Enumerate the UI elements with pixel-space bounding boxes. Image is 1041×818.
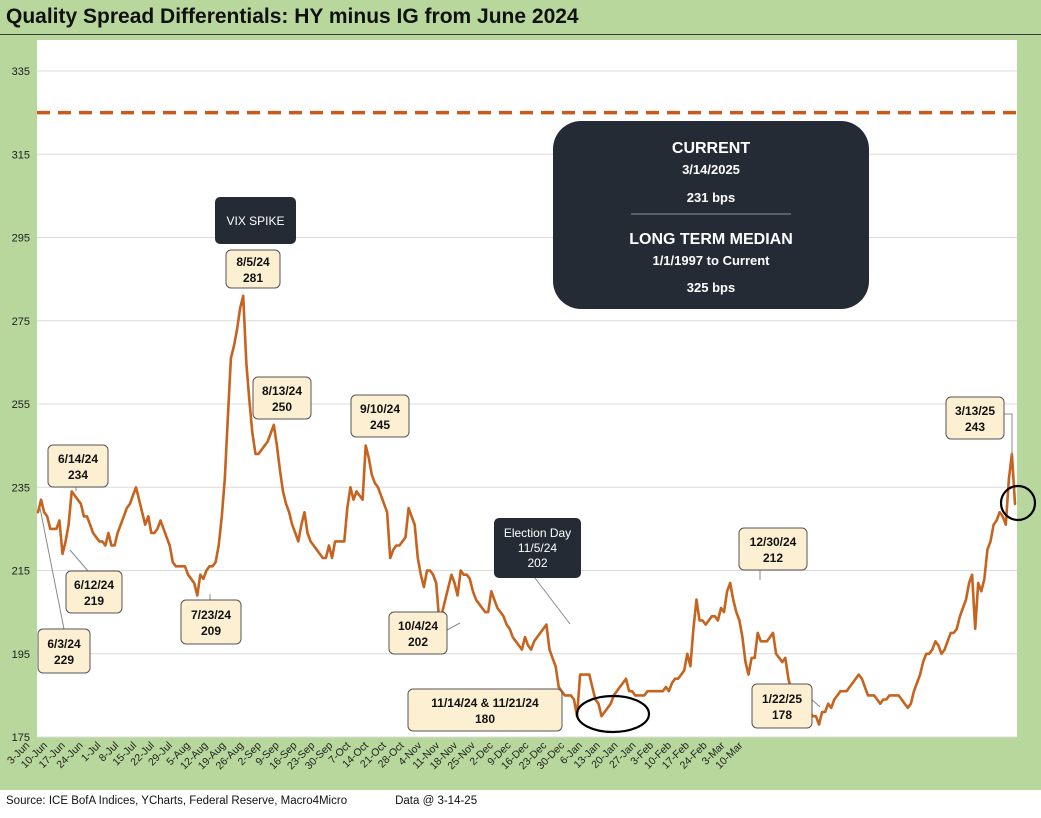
y-tick-label: 255: [12, 399, 30, 411]
callout-value: 243: [965, 420, 985, 434]
election-day-date: 11/5/24: [518, 541, 557, 555]
callout-value: 178: [772, 708, 792, 722]
y-tick-label: 335: [12, 66, 30, 78]
y-tick-label: 195: [12, 649, 30, 661]
election-day-box: [494, 518, 581, 578]
callout-box: [180, 599, 242, 645]
callout-date: 10/4/24: [398, 619, 438, 633]
election-day-value: 202: [527, 556, 547, 570]
callout-date: 6/14/24: [58, 452, 98, 466]
election-day-label: Election Day: [504, 526, 571, 540]
callout-value: 180: [475, 712, 495, 726]
median-label: LONG TERM MEDIAN: [629, 231, 793, 248]
callout-value: 229: [54, 653, 74, 667]
callout-box: [738, 527, 808, 571]
callout-date: 7/23/24: [191, 608, 231, 622]
y-tick-label: 235: [12, 482, 30, 494]
vix-spike-label: VIX SPIKE: [226, 214, 284, 228]
callout-date: 3/13/25: [955, 404, 995, 418]
info-box: [553, 121, 869, 309]
callout-date: 6/12/24: [74, 578, 114, 592]
callout-date: 8/13/24: [262, 384, 302, 398]
source-note: Source: ICE BofA Indices, YCharts, Feder…: [6, 795, 348, 807]
low-point-circle: [575, 694, 651, 734]
chart-title: Quality Spread Differentials: HY minus I…: [6, 5, 579, 28]
callout-box: [751, 683, 813, 729]
callout-leader: [1004, 413, 1013, 456]
callout-value: 250: [272, 400, 292, 414]
callout-box: [225, 249, 281, 289]
median-value: 325 bps: [687, 280, 735, 295]
median-range: 1/1/1997 to Current: [652, 253, 770, 268]
callout-box: [350, 394, 410, 438]
series-line: [36, 294, 1017, 726]
callout-box: [388, 611, 448, 655]
callout-value: 281: [243, 271, 263, 285]
callout-date: 6/3/24: [47, 637, 81, 651]
callout-box: [47, 444, 109, 488]
y-tick-label: 315: [12, 149, 30, 161]
callout-date: 1/22/25: [762, 692, 802, 706]
callout-value: 234: [68, 468, 88, 482]
callout-leader: [39, 507, 65, 630]
callout-date: 8/5/24: [236, 255, 270, 269]
data-date-note: Data @ 3-14-25: [395, 795, 478, 807]
line-chart: 1751952152352552752953153353-Jun10-Jun17…: [5, 40, 1037, 772]
callout-value: 209: [201, 624, 221, 638]
current-label: CURRENT: [672, 140, 750, 157]
callout-leader: [69, 549, 89, 572]
callout-box: [945, 396, 1005, 440]
callout-value: 212: [763, 551, 783, 565]
y-tick-label: 215: [12, 566, 30, 578]
current-value: 231 bps: [687, 190, 735, 205]
callout-box: [37, 628, 91, 674]
callout-value: 219: [84, 594, 104, 608]
callout-value: 202: [408, 635, 428, 649]
current-point-circle: [999, 484, 1037, 522]
y-tick-label: 295: [12, 233, 30, 245]
footer: Source: ICE BofA Indices, YCharts, Feder…: [6, 795, 477, 807]
callout-box: [407, 688, 563, 732]
y-tick-label: 275: [12, 316, 30, 328]
callout-date: 9/10/24: [360, 402, 400, 416]
title-divider: [0, 34, 1041, 35]
callout-value: 245: [370, 418, 390, 432]
callout-box: [252, 376, 312, 420]
callout-leader: [446, 622, 461, 631]
callout-box: [65, 570, 123, 614]
callout-date: 11/14/24 & 11/21/24: [431, 696, 539, 710]
election-leader: [534, 577, 571, 625]
callout-date: 12/30/24: [750, 535, 797, 549]
current-date: 3/14/2025: [682, 162, 740, 177]
y-tick-label: 175: [12, 732, 30, 744]
vix-spike-box: [215, 197, 296, 244]
